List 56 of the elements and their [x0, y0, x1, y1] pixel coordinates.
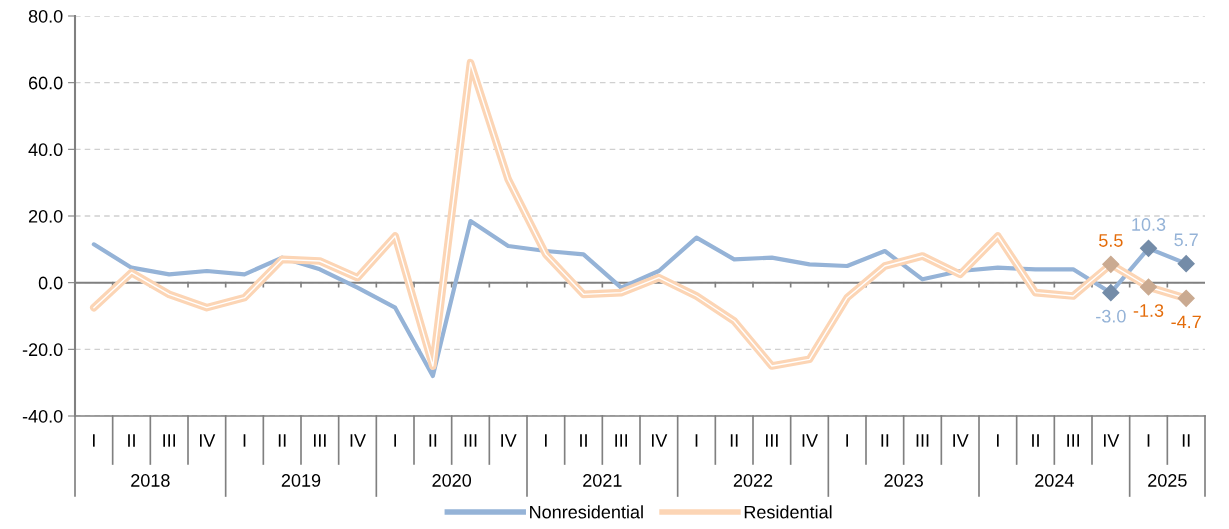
- text: 2022: [733, 474, 773, 487]
- x-tick-label: I: [1147, 434, 1150, 447]
- data-label: 10.3: [1132, 218, 1166, 231]
- x-tick-label: II: [730, 434, 738, 447]
- text: 2023: [884, 474, 923, 487]
- y-tick-label: 80.0: [28, 9, 63, 23]
- x-tick-label: I: [243, 434, 246, 447]
- data-label: 5.7: [1174, 233, 1198, 247]
- x-tick-label: IV: [501, 434, 517, 447]
- x-tick-label: IV: [199, 434, 216, 447]
- legend-label: Nonresidential: [530, 505, 643, 519]
- legend-label: Residential: [744, 505, 832, 519]
- x-tick-label: II: [128, 434, 135, 447]
- x-tick-label: III: [1067, 434, 1080, 447]
- x-tick-label: III: [615, 434, 628, 447]
- x-tick-label: IV: [802, 434, 818, 447]
- x-tick-label: III: [464, 434, 477, 447]
- x-tick-label: I: [846, 434, 849, 447]
- x-tick-label: I: [544, 434, 547, 447]
- x-tick-label: II: [278, 434, 286, 447]
- x-tick-label: IV: [350, 434, 366, 447]
- x-tick-label: II: [1182, 434, 1190, 447]
- x-tick-label: IV: [953, 434, 969, 447]
- y-tick-label: 40.0: [28, 143, 63, 157]
- x-tick-label: II: [580, 434, 587, 447]
- x-tick-label: IV: [651, 434, 668, 447]
- y-tick-label: -20.0: [22, 343, 63, 357]
- x-tick-label: III: [765, 434, 778, 447]
- text: 2025: [1148, 474, 1187, 487]
- y-tick-label: 20.0: [28, 209, 63, 223]
- data-label: 5.5: [1099, 234, 1123, 247]
- x-tick-label: III: [916, 434, 929, 447]
- text: 2021: [583, 474, 622, 487]
- point: [1177, 255, 1195, 273]
- x-tick-label: I: [996, 434, 999, 447]
- data-label: -4.7: [1171, 315, 1201, 329]
- x-tick-label: II: [881, 434, 889, 447]
- y-tick-label: 0.0: [38, 276, 63, 290]
- point: [1102, 284, 1120, 302]
- x-tick-label: II: [429, 434, 437, 447]
- y-tick-label: 60.0: [28, 76, 63, 90]
- x-tick-label: I: [695, 434, 698, 447]
- x-tick-label: I: [394, 434, 397, 447]
- x-tick-label: I: [92, 434, 95, 447]
- point: [1139, 239, 1158, 257]
- data-label: -3.0: [1096, 309, 1126, 323]
- text: 2018: [131, 474, 170, 487]
- data-label: -1.3: [1133, 304, 1164, 317]
- x-tick-label: IV: [1103, 434, 1120, 447]
- y-tick-label: -40.0: [22, 409, 63, 423]
- text: 2019: [281, 474, 321, 487]
- x-tick-label: II: [1032, 434, 1039, 447]
- x-tick-label: III: [313, 434, 326, 447]
- x-tick-label: III: [163, 434, 176, 447]
- text: 2020: [432, 474, 472, 487]
- text: 2024: [1035, 474, 1074, 487]
